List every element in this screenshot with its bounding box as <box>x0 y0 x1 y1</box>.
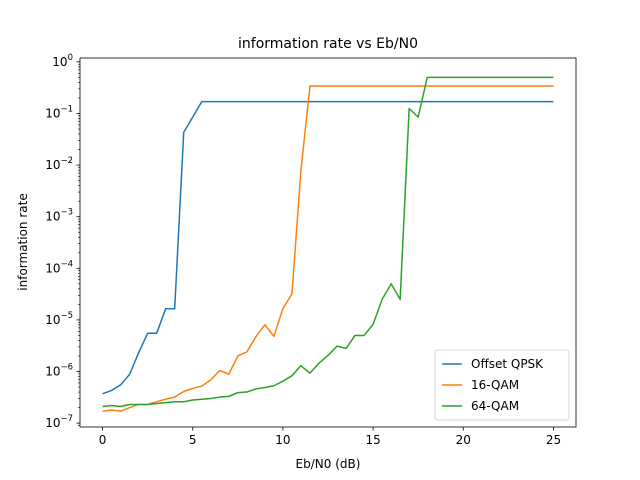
y-tick-label: 100 <box>52 53 73 69</box>
legend-label-3: 64-QAM <box>471 399 519 413</box>
y-tick-label: 10−2 <box>45 156 73 172</box>
legend: Offset QPSK 16-QAM 64-QAM <box>434 349 570 421</box>
legend-box <box>434 349 570 421</box>
x-axis-label: Eb/N0 (dB) <box>296 457 361 471</box>
x-tick-label: 20 <box>456 433 471 447</box>
x-tick-label: 10 <box>275 433 290 447</box>
y-tick-label: 10−1 <box>45 104 73 120</box>
series-layer <box>102 76 554 412</box>
series-line-3 <box>102 76 554 408</box>
axes-frame <box>79 57 577 428</box>
y-tick-label: 10−6 <box>45 363 73 379</box>
y-tick-label: 10−3 <box>45 208 73 224</box>
y-tick-label: 10−5 <box>45 311 73 327</box>
series-line-1 <box>102 100 554 395</box>
x-tick-label: 15 <box>365 433 380 447</box>
x-tick-label: 5 <box>189 433 197 447</box>
y-tick-label: 10−4 <box>45 259 73 275</box>
x-tick-label: 25 <box>546 433 561 447</box>
chart-title: information rate vs Eb/N0 <box>238 36 418 52</box>
legend-label-1: Offset QPSK <box>471 357 544 371</box>
y-axis-label: information rate <box>16 193 30 290</box>
y-axis: 10−7 10−6 10−5 10−4 10−3 10−2 10−1 100 <box>45 53 80 430</box>
x-axis: 0 5 10 15 20 25 <box>99 427 561 447</box>
x-tick-label: 0 <box>99 433 107 447</box>
legend-label-2: 16-QAM <box>471 378 519 392</box>
y-tick-label: 10−7 <box>45 414 73 430</box>
